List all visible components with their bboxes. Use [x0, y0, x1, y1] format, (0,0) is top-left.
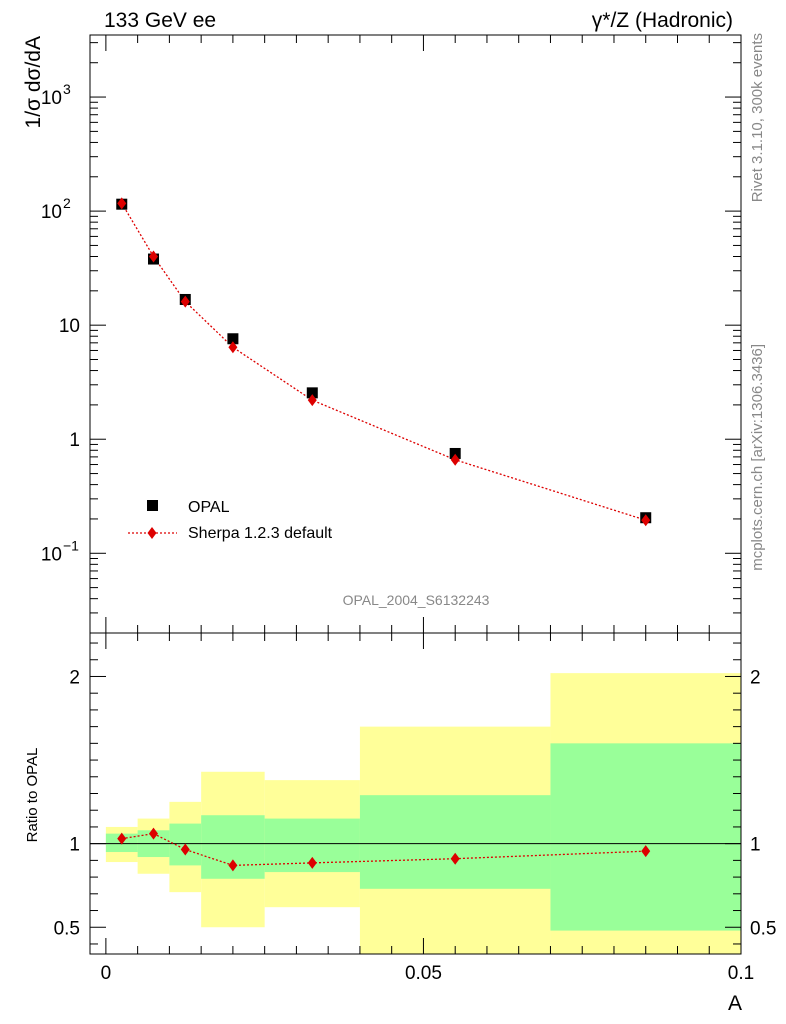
- data-point-opal: [306, 387, 318, 399]
- ratio-point-sherpa: [117, 832, 127, 845]
- main-y-tick-label-exponent: 2: [63, 195, 71, 211]
- header-left: 133 GeV ee: [104, 9, 216, 32]
- legend-marker-sherpa: [147, 527, 157, 539]
- legend: OPAL Sherpa 1.2.3 default: [128, 499, 333, 542]
- legend-label-sherpa: Sherpa 1.2.3 default: [188, 525, 333, 542]
- main-y-tick-label-exponent: −1: [63, 537, 79, 553]
- mc-line: [121, 202, 646, 521]
- data-point-opal: [227, 333, 239, 345]
- uncertainty-band-inner: [550, 743, 741, 931]
- ratio-point-sherpa: [450, 852, 460, 865]
- data-point-sherpa: [450, 453, 460, 466]
- legend-marker-opal: [147, 500, 158, 511]
- x-tick-label: 0.05: [405, 963, 442, 984]
- main-y-tick-label: 10: [59, 316, 80, 337]
- ratio-y-tick-label: 2: [69, 667, 80, 688]
- x-axis-label: A: [728, 992, 742, 1015]
- data-point-sherpa: [180, 295, 190, 308]
- main-y-tick-label-base: 10: [41, 202, 62, 223]
- ratio-point-sherpa: [180, 843, 190, 856]
- data-point-sherpa: [149, 250, 159, 263]
- rivet-version-label: Rivet 3.1.10, 300k events: [749, 33, 766, 202]
- ratio-point-sherpa: [149, 827, 159, 840]
- main-y-tick-label-exponent: 3: [63, 81, 71, 97]
- ratio-y-tick-label: 1: [69, 835, 80, 856]
- x-tick-label: 0.1: [728, 963, 754, 984]
- legend-label-opal: OPAL: [188, 499, 230, 516]
- main-ylabel: 1/σ dσ/dA: [22, 36, 45, 128]
- ratio-point-sherpa: [228, 859, 238, 872]
- main-y-tick-label: 1: [69, 430, 80, 451]
- ratio-y-tick-label: 0.5: [54, 918, 80, 939]
- ratio-panel: 0.5 0.5 1 1 2 2 0 0.05 0.1 Ratio to OPAL A: [24, 632, 776, 1015]
- ratio-plot-frame: [89, 632, 742, 955]
- data-point-opal: [449, 447, 461, 459]
- x-tick-label: 0: [101, 963, 112, 984]
- main-y-tick-label-base: 10: [41, 88, 62, 109]
- ratio-ylabel: Ratio to OPAL: [24, 748, 41, 843]
- ratio-y-tick-label-right: 2: [750, 667, 761, 688]
- mcplots-label: mcplots.cern.ch [arXiv:1306.3436]: [749, 344, 766, 571]
- ratio-y-tick-label-right: 1: [750, 835, 761, 856]
- ratio-point-sherpa: [307, 856, 317, 869]
- analysis-watermark: OPAL_2004_S6132243: [343, 592, 490, 608]
- data-point-sherpa: [228, 341, 238, 354]
- main-plot-frame: [89, 34, 742, 634]
- ratio-point-sherpa: [641, 845, 651, 858]
- main-y-tick-label-base: 10: [41, 544, 62, 565]
- header-right: γ*/Z (Hadronic): [592, 9, 733, 32]
- data-point-sherpa: [117, 197, 127, 210]
- uncertainty-band-inner: [359, 795, 551, 889]
- ratio-y-tick-label-right: 0.5: [750, 918, 776, 939]
- data-point-sherpa: [307, 394, 317, 407]
- data-point-sherpa: [641, 514, 651, 527]
